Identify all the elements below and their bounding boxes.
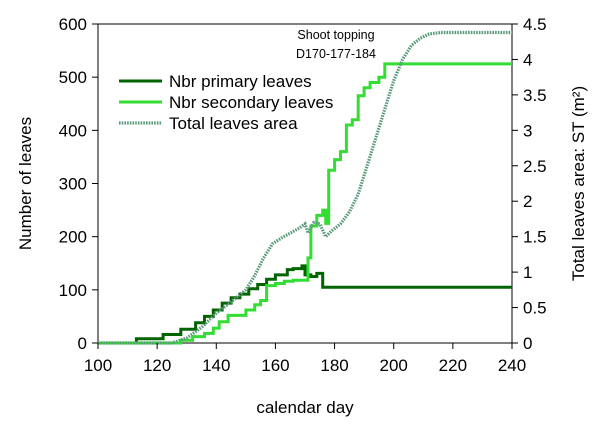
y-tick-label: 200: [59, 228, 87, 247]
y2-tick-label: 2.5: [523, 157, 547, 176]
y2-tick-label: 3.5: [523, 86, 547, 105]
y2-tick-label: 1.5: [523, 228, 547, 247]
legend-label-3: Total leaves area: [169, 114, 298, 133]
x-tick-label: 120: [143, 356, 171, 375]
y2-tick-label: 3: [523, 121, 532, 140]
x-axis: 100 120 140 160 180 200 220 240: [84, 343, 526, 375]
y-tick-label: 300: [59, 175, 87, 194]
annotation-line-1: Shoot topping: [297, 28, 374, 42]
y-axis-right: 0 0.5 1 1.5 2 2.5 3 3.5 4 4.5: [512, 15, 547, 353]
annotation-line-2: D170-177-184: [296, 47, 376, 61]
y-tick-label: 400: [59, 121, 87, 140]
y-axis-right-title: Total leaves area: ST (m²): [569, 86, 588, 281]
y-axis-left-title: Number of leaves: [16, 117, 35, 250]
legend-label-2: Nbr secondary leaves: [169, 93, 333, 112]
legend-label-1: Nbr primary leaves: [169, 72, 312, 91]
series-layer: [98, 30, 512, 345]
series-line-1: [98, 264, 512, 345]
y-tick-label: 100: [59, 281, 87, 300]
x-tick-label: 160: [261, 356, 289, 375]
y-tick-label: 0: [78, 334, 87, 353]
x-tick-label: 180: [320, 356, 348, 375]
x-tick-label: 220: [439, 356, 467, 375]
y2-tick-label: 2: [523, 192, 532, 211]
series-line-2: [98, 62, 512, 345]
y2-tick-label: 0: [523, 334, 532, 353]
x-tick-label: 140: [202, 356, 230, 375]
x-tick-label: 100: [84, 356, 112, 375]
legend: Nbr primary leaves Nbr secondary leaves To…: [119, 72, 333, 133]
y2-tick-label: 4: [523, 50, 532, 69]
y2-tick-label: 0.5: [523, 299, 547, 318]
y2-tick-label: 4.5: [523, 15, 547, 34]
y-axis-left: 0 100 200 300 400 500 600: [59, 15, 98, 353]
y-tick-label: 500: [59, 68, 87, 87]
series-line-3: [98, 30, 512, 345]
x-tick-label: 200: [380, 356, 408, 375]
y2-tick-label: 1: [523, 263, 532, 282]
x-tick-label: 240: [498, 356, 526, 375]
y-tick-label: 600: [59, 15, 87, 34]
x-axis-title: calendar day: [256, 398, 354, 417]
